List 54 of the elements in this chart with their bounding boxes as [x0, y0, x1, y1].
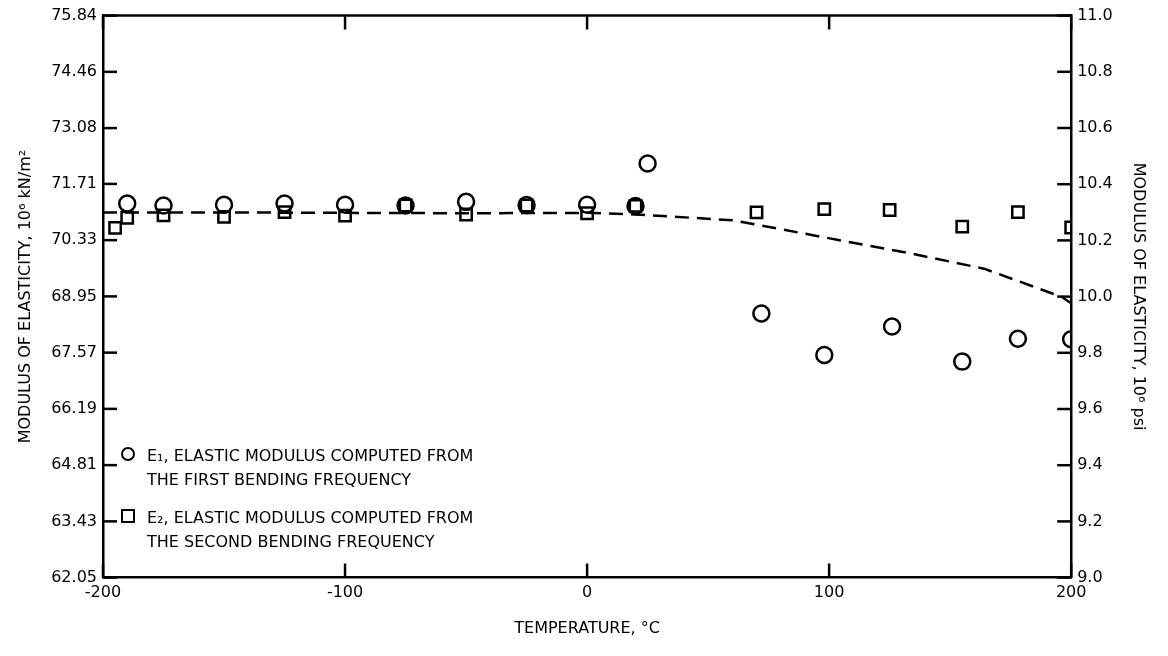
point — [214, 195, 234, 214]
y2-tick-label: 9.8 — [1077, 341, 1103, 361]
x-tick-label: -100 — [326, 582, 364, 602]
y2-tick-label: 10.6 — [1077, 117, 1113, 137]
y-tick-label: 64.81 — [51, 454, 97, 474]
point — [815, 345, 834, 365]
point — [882, 203, 897, 217]
point — [117, 194, 137, 213]
y2-tick-label: 11.0 — [1077, 4, 1113, 24]
y2-tick-label: 10.0 — [1077, 285, 1113, 305]
y2-tick-label: 10.8 — [1077, 60, 1113, 80]
point — [459, 207, 473, 222]
point — [1008, 329, 1028, 349]
point — [156, 208, 171, 223]
y2-tick-label: 10.2 — [1077, 229, 1113, 249]
point — [335, 195, 355, 214]
point — [456, 192, 476, 212]
legend-label: E₂, ELASTIC MODULUS COMPUTED FROM THE SECOND BENDING FREQUENCY — [147, 506, 475, 553]
legend-label: E₁, ELASTIC MODULUS COMPUTED FROM THE FIRST BENDING FREQUENCY — [147, 444, 475, 491]
point — [275, 194, 294, 213]
point — [817, 202, 832, 217]
y-tick-label: 73.08 — [51, 117, 97, 137]
y-tick-label: 74.46 — [51, 61, 97, 80]
point — [580, 206, 594, 221]
point — [953, 352, 972, 371]
point — [638, 154, 657, 173]
y2-tick-label: 9.4 — [1077, 454, 1103, 474]
point — [277, 205, 292, 219]
point — [217, 210, 231, 224]
y-tick-label: 63.43 — [51, 510, 97, 530]
point — [749, 205, 764, 220]
y2-axis-title: MODULUS OF ELASTICITY, 10⁶ psi — [1130, 162, 1150, 431]
point — [955, 219, 970, 234]
y-tick-label: 75.84 — [51, 4, 97, 24]
point — [752, 304, 771, 323]
point — [154, 196, 173, 215]
point — [108, 221, 123, 235]
x-axis-title: TEMPERATURE, °C — [513, 617, 660, 637]
y-axis-title: MODULUS OF ELASTICITY, 10⁶ kN/m² — [14, 149, 34, 444]
point — [120, 210, 135, 225]
y2-tick-label: 10.4 — [1077, 173, 1113, 193]
point — [1011, 205, 1025, 219]
y-tick-label: 68.95 — [51, 285, 97, 305]
y-tick-label: 70.33 — [51, 229, 97, 249]
y-tick-label: 66.19 — [51, 398, 97, 418]
point — [882, 317, 902, 336]
y-tick-label: 71.71 — [51, 173, 97, 193]
x-tick-label: 100 — [813, 582, 845, 602]
x-tick-label: 0 — [582, 582, 593, 602]
y2-tick-label: 9.6 — [1077, 398, 1103, 418]
y2-tick-label: 9.2 — [1077, 510, 1103, 530]
y-tick-label: 67.57 — [51, 341, 97, 361]
point — [338, 208, 352, 223]
point — [577, 195, 597, 214]
